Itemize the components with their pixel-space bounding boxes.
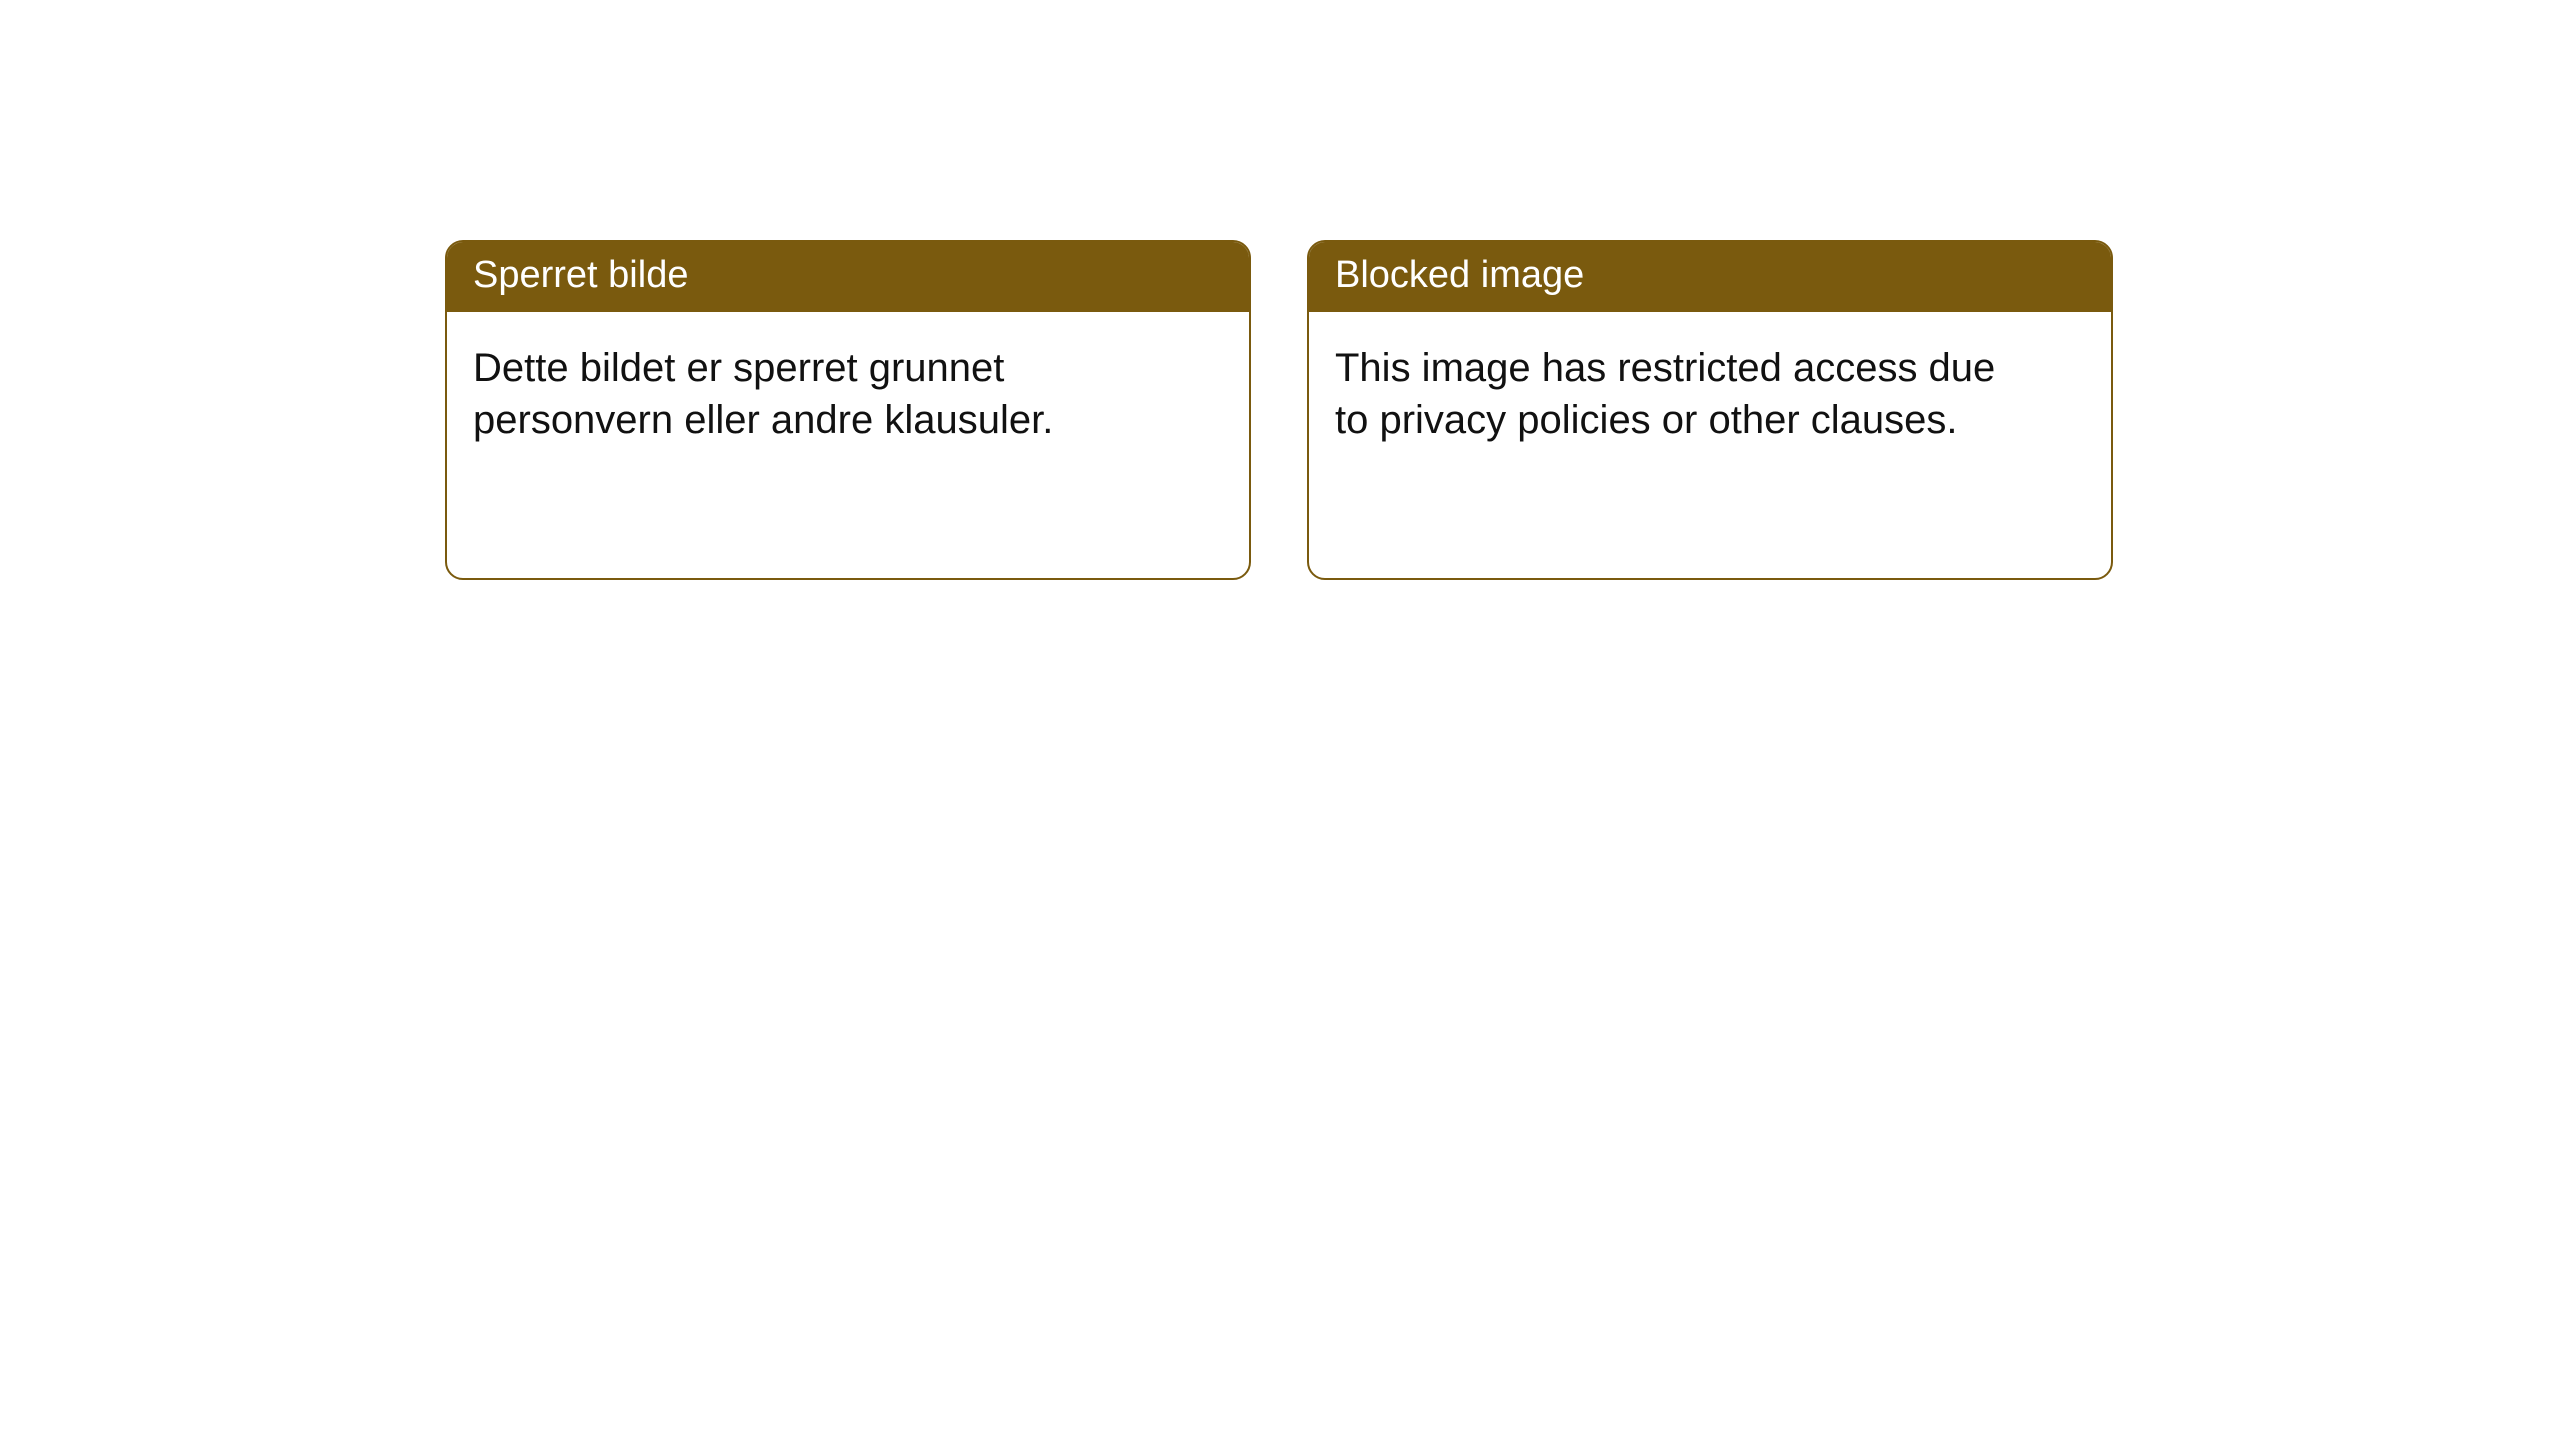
card-header-no: Sperret bilde bbox=[447, 242, 1249, 312]
blocked-image-card-en: Blocked image This image has restricted … bbox=[1307, 240, 2113, 580]
canvas: Sperret bilde Dette bildet er sperret gr… bbox=[0, 0, 2560, 1440]
card-body-en: This image has restricted access due to … bbox=[1309, 312, 2029, 474]
card-body-no: Dette bildet er sperret grunnet personve… bbox=[447, 312, 1167, 474]
blocked-image-card-no: Sperret bilde Dette bildet er sperret gr… bbox=[445, 240, 1251, 580]
cards-row: Sperret bilde Dette bildet er sperret gr… bbox=[445, 240, 2113, 580]
card-header-en: Blocked image bbox=[1309, 242, 2111, 312]
